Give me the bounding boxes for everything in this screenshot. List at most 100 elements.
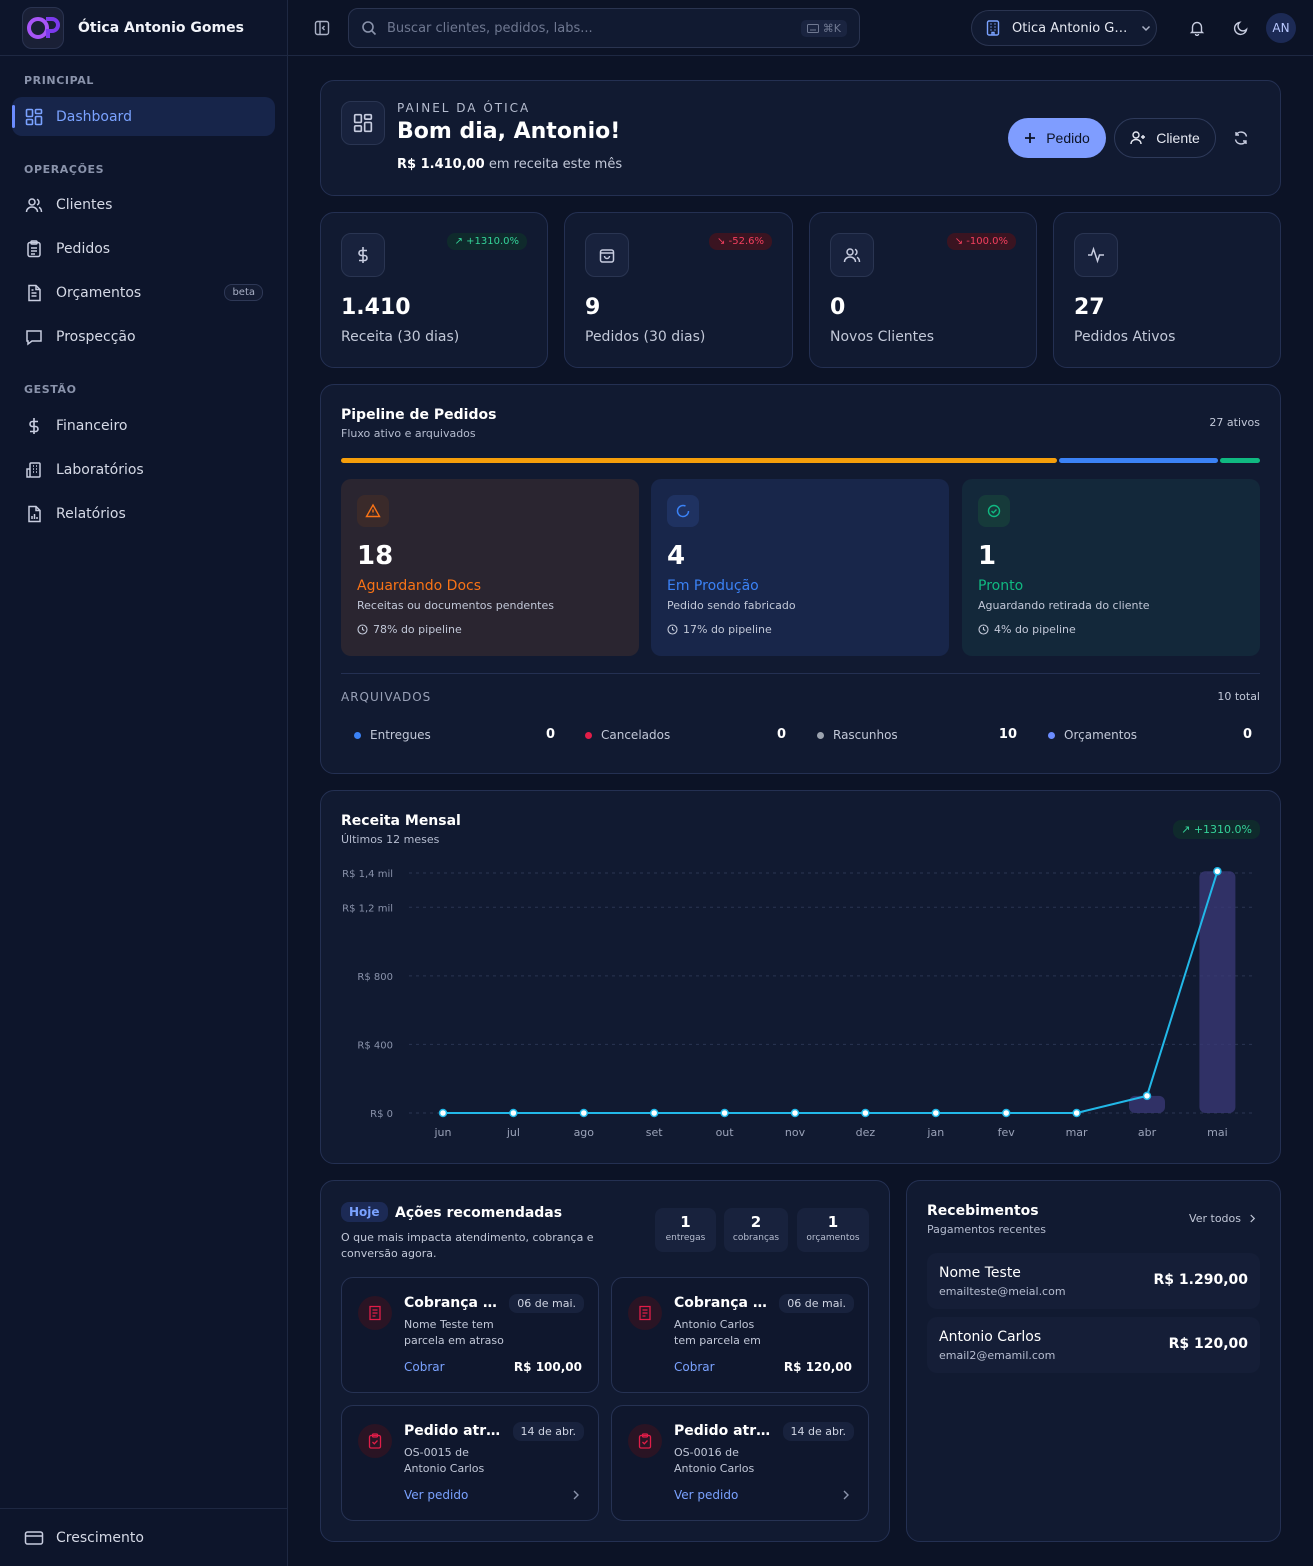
- clipboard-icon: [24, 239, 44, 259]
- sidebar-item-crescimento[interactable]: Crescimento: [0, 1508, 288, 1566]
- archived-item-orcamentos[interactable]: Orçamentos: [1048, 727, 1137, 743]
- store-selector[interactable]: Ótica Antonio Gomes: [971, 10, 1157, 46]
- receipt-email: email2@emamil.com: [939, 1349, 1056, 1362]
- kpi-card-pedidos-ativos[interactable]: 27 Pedidos Ativos: [1053, 212, 1281, 368]
- actions-title: Ações recomendadas: [395, 1205, 563, 1221]
- stage-card-pronto[interactable]: 1 Pronto Aguardando retirada do cliente …: [962, 479, 1260, 656]
- moon-icon[interactable]: [1229, 16, 1253, 40]
- kpi-label: Novos Clientes: [830, 329, 935, 345]
- sidebar-item-label: Prospecção: [56, 328, 136, 345]
- store-selector-label: Ótica Antonio Gomes: [1012, 20, 1130, 36]
- action-card[interactable]: Pedido atrasado 14 de abr. OS-0015 de An…: [341, 1405, 599, 1521]
- view-order-link[interactable]: Ver pedido: [674, 1488, 739, 1502]
- data-point: [861, 1108, 870, 1118]
- charge-link[interactable]: Cobrar: [404, 1360, 445, 1374]
- stage-percent: 78% do pipeline: [357, 623, 462, 636]
- sidebar-item-clientes[interactable]: Clientes: [12, 185, 275, 224]
- archived-value: 0: [1242, 727, 1252, 742]
- pipeline-subtitle: Fluxo ativo e arquivados: [341, 427, 476, 440]
- refresh-icon[interactable]: [1229, 126, 1253, 150]
- chevron-right-icon[interactable]: [572, 1490, 580, 1500]
- search-input[interactable]: [387, 20, 777, 36]
- new-client-button[interactable]: Cliente: [1114, 118, 1216, 158]
- x-tick-label: out: [716, 1126, 735, 1139]
- y-tick-label: R$ 1,2 mil: [342, 903, 393, 914]
- kpi-card-novos-clientes[interactable]: ↘ -100.0% 0 Novos Clientes: [809, 212, 1037, 368]
- sidebar-item-laboratorios[interactable]: Laboratórios: [12, 450, 275, 489]
- archived-item-cancelados[interactable]: Cancelados: [585, 727, 670, 743]
- section-label-operacoes: OPERAÇÕES: [24, 163, 105, 176]
- status-dot: [1048, 731, 1055, 739]
- page-title: Bom dia, Antonio!: [397, 119, 621, 144]
- stage-card-producao[interactable]: 4 Em Produção Pedido sendo fabricado 17%…: [651, 479, 949, 656]
- data-point: [1001, 1108, 1011, 1118]
- action-date: 06 de mai.: [779, 1294, 854, 1313]
- message-icon: [24, 327, 44, 347]
- sidebar-item-financeiro[interactable]: Financeiro: [12, 406, 275, 445]
- trend-badge: ↘ -100.0%: [946, 233, 1016, 250]
- clock-icon: [357, 624, 368, 635]
- revenue-title: Receita Mensal: [341, 813, 461, 829]
- stage-percent: 17% do pipeline: [667, 623, 772, 636]
- stage-description: Aguardando retirada do cliente: [978, 599, 1150, 612]
- revenue-subtitle: Últimos 12 meses: [341, 833, 440, 846]
- dashboard-icon: [24, 107, 44, 127]
- data-point: [1142, 1091, 1152, 1101]
- new-order-label: Pedido: [1046, 130, 1090, 146]
- charge-link[interactable]: Cobrar: [674, 1360, 715, 1374]
- building-icon: [24, 460, 44, 480]
- pipeline-card: Pipeline de Pedidos Fluxo ativo e arquiv…: [320, 384, 1281, 774]
- users-icon: [24, 195, 44, 215]
- status-dot: [585, 731, 592, 739]
- sidebar-toggle-icon[interactable]: [310, 16, 334, 40]
- alert-triangle-icon: [357, 495, 389, 527]
- action-date: 14 de abr.: [512, 1422, 584, 1441]
- chevron-down-icon: [1140, 22, 1152, 34]
- credit-card-icon: [24, 1530, 44, 1546]
- new-order-button[interactable]: Pedido: [1008, 118, 1106, 158]
- x-tick-label: mai: [1207, 1126, 1228, 1139]
- data-point: [649, 1108, 659, 1118]
- sidebar-item-relatorios[interactable]: Relatórios: [12, 494, 275, 533]
- plus-icon: [1024, 132, 1036, 144]
- x-tick-label: mar: [1066, 1126, 1088, 1139]
- kpi-card-receita[interactable]: ↗ +1310.0% 1.410 Receita (30 dias): [320, 212, 548, 368]
- receipt-row[interactable]: Nome Teste emailteste@meial.com R$ 1.290…: [927, 1253, 1260, 1309]
- chevron-right-icon[interactable]: [842, 1490, 850, 1500]
- clipboard-check-icon: [358, 1424, 392, 1458]
- kpi-card-pedidos[interactable]: ↘ -52.6% 9 Pedidos (30 dias): [564, 212, 793, 368]
- action-card[interactable]: Cobrança vencida 06 de mai. Antonio Carl…: [611, 1277, 869, 1393]
- archived-item-rascunhos[interactable]: Rascunhos: [817, 727, 898, 743]
- view-order-link[interactable]: Ver pedido: [404, 1488, 469, 1502]
- stat-orcamentos[interactable]: 1 orçamentos: [797, 1208, 869, 1252]
- sidebar-item-orcamentos[interactable]: Orçamentos beta: [12, 273, 275, 312]
- archived-value: 10: [998, 727, 1017, 742]
- archived-total: 10 total: [1217, 690, 1260, 703]
- stage-card-aguardando[interactable]: 18 Aguardando Docs Receitas ou documento…: [341, 479, 639, 656]
- revenue-line-chart[interactable]: R$ 0 R$ 400 R$ 800 R$ 1,2 mil R$ 1,4 mil jun j…: [321, 791, 1282, 1165]
- action-title: Cobrança vencida: [674, 1295, 774, 1311]
- action-card[interactable]: Cobrança vencida 06 de mai. Nome Teste t…: [341, 1277, 599, 1393]
- data-point: [509, 1108, 518, 1118]
- y-tick-label: R$ 800: [357, 972, 393, 983]
- user-avatar[interactable]: AN: [1266, 13, 1296, 43]
- dollar-icon: [24, 416, 44, 436]
- archived-item-entregues[interactable]: Entregues: [354, 727, 431, 743]
- sidebar-item-dashboard[interactable]: Dashboard: [12, 97, 275, 136]
- sidebar-item-prospeccao[interactable]: Prospecção: [12, 317, 275, 356]
- action-description: Nome Teste tem parcela em atraso: [404, 1318, 504, 1347]
- see-all-link[interactable]: Ver todos: [1189, 1212, 1256, 1225]
- bell-icon[interactable]: [1185, 16, 1209, 40]
- x-tick-label: jul: [506, 1126, 520, 1139]
- section-label-gestao: GESTÃO: [24, 383, 77, 396]
- revenue-bar: [1199, 871, 1236, 1113]
- stage-count: 18: [357, 541, 394, 571]
- stat-entregas[interactable]: 1 entregas: [655, 1208, 716, 1252]
- brand[interactable]: Ótica Antonio Gomes: [0, 0, 287, 56]
- receipt-row[interactable]: Antonio Carlos email2@emamil.com R$ 120,…: [927, 1317, 1260, 1373]
- search-bar[interactable]: ⌘K: [348, 8, 860, 48]
- action-card[interactable]: Pedido atrasado 14 de abr. OS-0016 de An…: [611, 1405, 869, 1521]
- stat-cobrancas[interactable]: 2 cobranças: [724, 1208, 788, 1252]
- receipt-name: Nome Teste: [939, 1265, 1021, 1281]
- sidebar-item-pedidos[interactable]: Pedidos: [12, 229, 275, 268]
